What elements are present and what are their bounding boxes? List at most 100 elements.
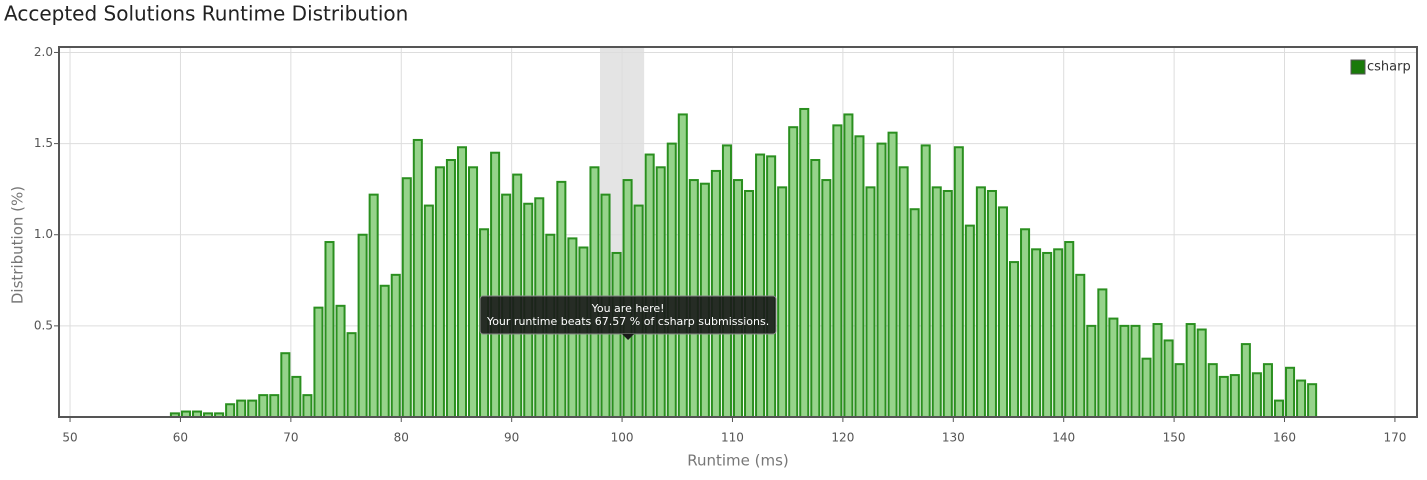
bar xyxy=(1185,323,1196,419)
bar xyxy=(346,332,357,418)
y-tick-label: 1.0 xyxy=(34,227,53,241)
bar xyxy=(986,189,997,418)
bar xyxy=(1130,324,1141,419)
bar xyxy=(920,144,931,418)
bar xyxy=(854,135,865,419)
bar xyxy=(412,138,423,418)
x-axis-label: Runtime (ms) xyxy=(687,452,789,470)
bar xyxy=(291,375,302,419)
bar xyxy=(1152,323,1163,419)
bar xyxy=(832,124,843,418)
bar xyxy=(1174,363,1185,418)
bar xyxy=(666,142,677,418)
bar xyxy=(1042,251,1053,418)
bar xyxy=(1075,273,1086,418)
bar xyxy=(799,107,810,419)
bar xyxy=(1141,357,1152,418)
bar xyxy=(931,186,942,418)
bar xyxy=(721,144,732,418)
bar xyxy=(589,166,600,418)
bar xyxy=(1119,324,1130,419)
tooltip-text: Your runtime beats 67.57 % of csharp sub… xyxy=(486,315,769,328)
bar xyxy=(909,208,920,418)
x-tick-label: 50 xyxy=(62,431,77,445)
bar xyxy=(1251,372,1262,419)
x-tick-label: 110 xyxy=(721,431,744,445)
bar xyxy=(1086,324,1097,419)
y-axis-label: Distribution (%) xyxy=(9,186,27,304)
tooltip-title: You are here! xyxy=(591,302,665,315)
bar xyxy=(677,113,688,419)
bar xyxy=(843,113,854,419)
bar xyxy=(1218,375,1229,419)
bar xyxy=(1285,366,1296,418)
x-tick-label: 160 xyxy=(1273,431,1296,445)
bar xyxy=(953,146,964,418)
bar xyxy=(468,166,479,418)
bar xyxy=(611,251,622,418)
x-tick-label: 150 xyxy=(1163,431,1186,445)
bar xyxy=(821,179,832,418)
bar xyxy=(258,394,269,419)
bar xyxy=(898,166,909,418)
bar xyxy=(490,151,501,418)
bar xyxy=(942,189,953,418)
plot-frame xyxy=(58,46,1418,418)
bar xyxy=(810,159,821,419)
bar xyxy=(434,166,445,418)
bar xyxy=(1163,339,1174,418)
bar xyxy=(865,186,876,418)
y-tick-label: 0.5 xyxy=(34,318,53,332)
bar xyxy=(1296,379,1307,418)
bar xyxy=(887,131,898,418)
bar xyxy=(1229,374,1240,419)
bar xyxy=(788,126,799,418)
bar xyxy=(357,233,368,418)
legend-swatch xyxy=(1350,59,1366,75)
x-tick-label: 140 xyxy=(1052,431,1075,445)
bar xyxy=(379,284,390,418)
bar xyxy=(445,159,456,419)
bar xyxy=(269,394,280,419)
bar xyxy=(997,206,1008,418)
bar xyxy=(964,224,975,418)
bar xyxy=(710,169,721,418)
bar xyxy=(975,186,986,418)
bar xyxy=(236,399,247,419)
bar xyxy=(335,304,346,419)
bar xyxy=(423,204,434,418)
bar xyxy=(1031,248,1042,418)
bar xyxy=(1307,383,1318,418)
bar xyxy=(313,306,324,418)
bar xyxy=(1273,399,1285,419)
bar xyxy=(1240,343,1251,418)
x-tick-label: 170 xyxy=(1383,431,1406,445)
bar xyxy=(225,403,236,419)
bar xyxy=(655,166,666,418)
y-tick-label: 2.0 xyxy=(34,45,53,59)
bar xyxy=(390,273,401,418)
bar xyxy=(1097,288,1108,418)
bar xyxy=(401,177,412,418)
bar xyxy=(644,153,655,418)
bar xyxy=(368,193,379,418)
bar xyxy=(1262,363,1273,418)
bar xyxy=(1207,363,1218,418)
bar xyxy=(1196,328,1207,419)
x-tick-label: 100 xyxy=(611,431,634,445)
x-tick-label: 120 xyxy=(831,431,854,445)
x-tick-label: 130 xyxy=(942,431,965,445)
bar xyxy=(1108,317,1119,418)
bar xyxy=(777,186,788,418)
bar xyxy=(766,155,777,418)
x-tick-label: 70 xyxy=(283,431,298,445)
bar xyxy=(876,142,887,418)
tooltip: You are here!Your runtime beats 67.57 % … xyxy=(479,295,777,340)
y-tick-label: 1.5 xyxy=(34,136,53,150)
bar xyxy=(302,394,313,419)
legend-label: csharp xyxy=(1367,60,1411,75)
bar xyxy=(755,153,766,418)
tooltip-arrow xyxy=(622,334,635,340)
x-tick-label: 90 xyxy=(504,431,519,445)
